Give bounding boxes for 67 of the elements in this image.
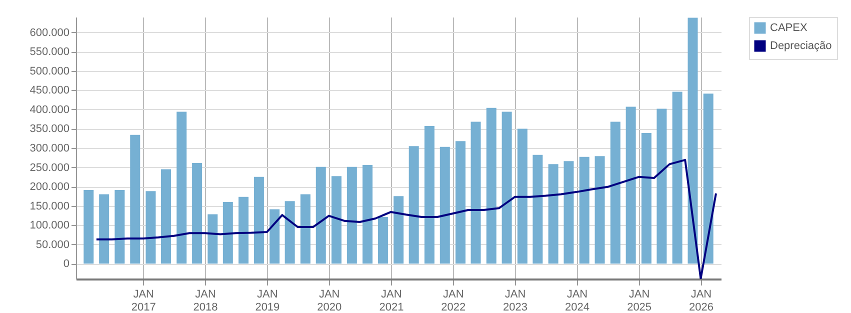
bar: [703, 94, 714, 264]
bar: [688, 18, 698, 264]
bar: [270, 209, 280, 264]
bar: [502, 112, 512, 264]
bar: [176, 112, 187, 264]
x-tick-label: JAN 2017: [131, 288, 156, 313]
bar: [579, 156, 590, 264]
bar: [594, 156, 605, 264]
legend-label: CAPEX: [770, 22, 808, 34]
bar: [564, 161, 574, 264]
bar: [99, 194, 110, 264]
legend-label: Depreciação: [770, 40, 832, 52]
y-tick-label: 50.000: [36, 238, 70, 251]
y-tick-label: 150.000: [30, 200, 70, 212]
bar: [300, 194, 310, 264]
bar: [346, 166, 357, 264]
y-tick-label: 100.000: [30, 220, 70, 232]
bar: [656, 108, 667, 264]
bar: [222, 202, 233, 264]
bar: [548, 164, 558, 264]
bar: [378, 216, 388, 264]
x-tick-label: JAN 2021: [379, 288, 404, 313]
y-tick-label: 200.000: [30, 181, 70, 194]
bar: [408, 146, 419, 264]
y-tick-label: 400.000: [30, 104, 70, 116]
bar: [610, 122, 620, 264]
y-tick-label: 300.000: [30, 142, 70, 154]
y-tick-label: 350.000: [30, 123, 70, 136]
y-tick-label: 450.000: [30, 84, 70, 97]
x-tick-label: JAN 2018: [193, 288, 218, 313]
y-tick-label: 0: [63, 258, 70, 270]
y-tick-label: 600.000: [30, 26, 70, 39]
bar: [130, 134, 140, 264]
bar: [146, 191, 156, 264]
bar: [486, 108, 496, 264]
bar: [316, 166, 326, 264]
bar: [160, 169, 171, 264]
bar: [672, 92, 682, 264]
line-series: [95, 158, 717, 279]
bar: [470, 122, 481, 264]
bar: [424, 126, 434, 264]
bar: [208, 214, 218, 264]
bar: [394, 196, 404, 264]
x-tick-label: JAN 2025: [627, 288, 652, 313]
x-tick-label: JAN 2024: [564, 288, 590, 313]
bar: [284, 201, 295, 264]
bar: [254, 176, 264, 264]
x-tick-label: JAN 2020: [317, 288, 342, 313]
bar: [84, 190, 94, 264]
bar: [114, 190, 125, 264]
bar: [238, 196, 249, 264]
bar: [517, 128, 528, 264]
x-tick-label: JAN 2026: [688, 288, 714, 313]
y-tick-label: 550.000: [30, 46, 70, 58]
bar: [532, 154, 543, 264]
y-tick-label: 500.000: [30, 65, 70, 78]
bar: [192, 163, 202, 264]
bar: [440, 146, 450, 264]
y-tick-label: 250.000: [30, 162, 70, 174]
bar: [626, 106, 636, 264]
bar: [641, 132, 652, 264]
bar: [456, 141, 466, 264]
x-tick-label: JAN 2023: [503, 288, 528, 313]
x-tick-label: JAN 2022: [441, 288, 466, 313]
x-tick-label: JAN 2019: [255, 288, 280, 313]
bar: [331, 176, 342, 264]
bar: [362, 164, 373, 264]
